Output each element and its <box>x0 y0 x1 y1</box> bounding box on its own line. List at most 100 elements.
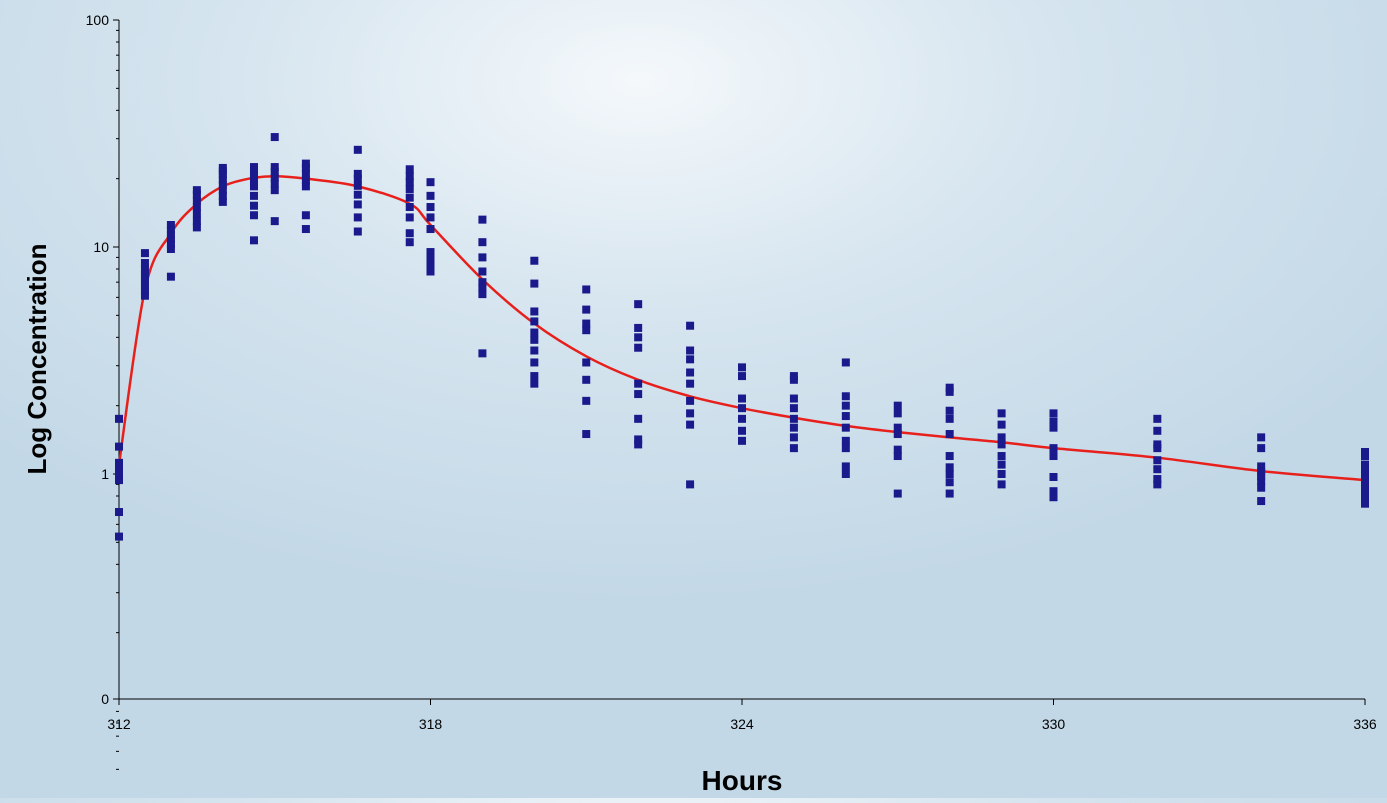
data-point <box>738 363 746 372</box>
data-point <box>301 176 310 185</box>
data-point <box>478 215 487 224</box>
data-point <box>945 406 954 415</box>
data-point <box>789 372 798 381</box>
data-point <box>140 264 149 273</box>
data-point <box>249 236 258 245</box>
data-point <box>249 191 258 200</box>
data-point <box>1361 448 1369 457</box>
data-point <box>478 290 487 299</box>
data-point <box>841 392 850 401</box>
data-point <box>1257 477 1266 486</box>
data-point <box>841 358 850 367</box>
x-tick-label: 324 <box>730 716 754 732</box>
data-point <box>841 444 850 453</box>
x-tick-label: 336 <box>1353 716 1377 732</box>
data-point <box>1153 480 1162 489</box>
data-point <box>634 333 643 342</box>
data-point <box>405 229 414 238</box>
data-point <box>1049 487 1058 496</box>
data-point <box>405 203 414 212</box>
data-point <box>582 396 591 405</box>
data-point <box>353 227 362 236</box>
data-point <box>301 211 310 220</box>
data-point <box>738 394 746 403</box>
data-point <box>841 436 850 445</box>
data-point <box>478 267 487 276</box>
data-point <box>738 436 746 445</box>
data-point <box>1153 465 1162 474</box>
data-point <box>841 401 850 410</box>
data-point <box>115 414 123 423</box>
data-point <box>166 225 175 234</box>
data-point <box>530 358 539 367</box>
data-point <box>530 379 539 388</box>
data-point <box>893 430 902 439</box>
data-point <box>634 343 643 352</box>
data-point <box>426 213 435 222</box>
data-point <box>270 163 279 172</box>
data-point <box>1049 423 1058 432</box>
data-point <box>945 414 954 423</box>
data-point <box>582 375 591 384</box>
data-point <box>1153 440 1162 449</box>
data-point <box>270 167 279 176</box>
data-point <box>1049 452 1058 461</box>
data-point <box>140 291 149 300</box>
data-point <box>140 282 149 291</box>
data-point <box>945 383 954 392</box>
data-point <box>582 285 591 294</box>
y-tick-label: 0 <box>101 691 109 707</box>
data-point <box>841 470 850 478</box>
data-point <box>166 221 175 230</box>
data-point <box>634 440 643 449</box>
data-point <box>1361 499 1369 508</box>
data-point <box>405 165 414 174</box>
data-point <box>893 401 902 410</box>
data-point <box>166 230 175 239</box>
data-point <box>686 420 695 429</box>
data-point <box>945 463 954 472</box>
fit-line <box>117 174 1366 482</box>
points-layer <box>115 133 1369 541</box>
data-point <box>353 213 362 222</box>
data-point <box>997 440 1006 449</box>
data-point <box>1049 473 1058 482</box>
data-point <box>405 193 414 202</box>
data-point <box>426 260 435 269</box>
data-point <box>140 278 149 287</box>
data-point <box>1257 462 1266 471</box>
data-point <box>997 420 1006 429</box>
data-point <box>686 396 695 405</box>
data-point <box>405 213 414 222</box>
data-point <box>218 180 227 189</box>
data-point <box>249 174 258 183</box>
data-point <box>789 423 798 432</box>
x-tick-label: 312 <box>107 716 131 732</box>
data-point <box>841 412 850 421</box>
data-point <box>426 248 435 257</box>
data-point <box>270 173 279 182</box>
data-point <box>997 409 1006 418</box>
data-point <box>270 186 279 195</box>
data-point <box>686 379 695 388</box>
data-point <box>249 211 258 220</box>
data-point <box>582 319 591 328</box>
data-point <box>353 169 362 178</box>
y-axis-title: Log Concentration <box>22 243 52 474</box>
data-point <box>140 259 149 268</box>
data-point <box>530 256 539 265</box>
data-point <box>841 462 850 471</box>
data-point <box>738 372 746 381</box>
y-tick-label: 1 <box>101 466 109 482</box>
data-point <box>530 328 539 337</box>
data-point <box>426 267 435 276</box>
data-point <box>1257 468 1266 477</box>
data-point <box>893 489 902 498</box>
data-point <box>353 174 362 183</box>
data-point <box>249 201 258 210</box>
data-point <box>893 445 902 454</box>
data-point <box>530 317 539 326</box>
data-point <box>530 279 539 288</box>
